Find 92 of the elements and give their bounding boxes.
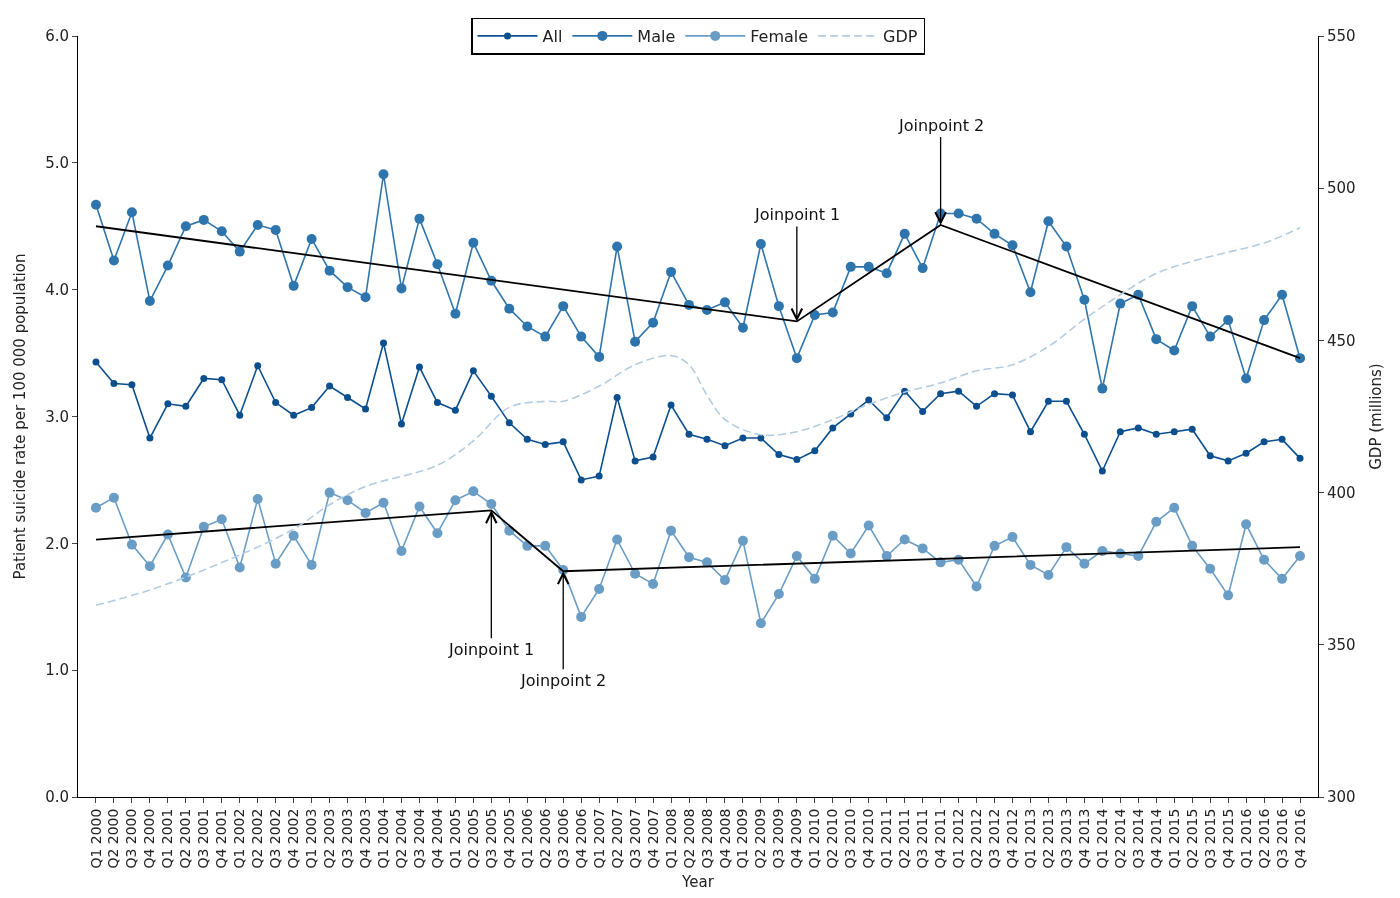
x-tick-label: Q2 2001: [177, 808, 194, 869]
x-tick-label: Q2 2003: [321, 808, 338, 869]
x-tick-label: Q1 2014: [1093, 808, 1110, 869]
x-tick-label: Q4 2001: [213, 808, 230, 869]
x-tick-label: Q3 2010: [842, 808, 859, 869]
x-tick-label: Q1 2015: [1165, 808, 1182, 869]
x-tick-label: Q2 2013: [1039, 808, 1056, 869]
y2-axis-title: GDP (millions): [1366, 363, 1385, 470]
x-tick-label: Q4 2011: [932, 808, 949, 869]
x-tick-label: Q4 2013: [1075, 808, 1092, 869]
y-tick-label: 6.0: [45, 27, 69, 46]
x-tick-label: Q4 2004: [428, 808, 445, 869]
x-tick-label: Q2 2007: [608, 808, 625, 869]
x-tick-label: Q1 2003: [303, 808, 320, 869]
x-tick-label: Q2 2006: [536, 808, 553, 869]
x-tick-label: Q2 2014: [1111, 808, 1128, 869]
y2-tick-label: 500: [1327, 179, 1356, 198]
x-tick-label: Q4 2015: [1219, 808, 1236, 869]
x-tick-label: Q2 2004: [393, 808, 410, 869]
y-tick-label: 5.0: [45, 154, 69, 173]
annotation: Joinpoint 2: [520, 671, 607, 690]
x-tick-label: Q4 2010: [860, 808, 877, 869]
x-tick-label: Q3 2011: [914, 808, 931, 869]
x-tick-label: Q1 2010: [806, 808, 823, 869]
x-tick-label: Q2 2000: [105, 808, 122, 869]
x-tick-label: Q3 2004: [411, 808, 427, 869]
y-axis-title: Patient suicide rate per 100 000 population: [11, 253, 30, 580]
legend-label: Female: [750, 27, 809, 47]
x-tick-label: Q1 2007: [590, 808, 607, 869]
legend-label: GDP: [883, 27, 918, 47]
x-tick-label: Q1 2006: [518, 808, 535, 869]
x-tick-label: Q2 2011: [896, 808, 913, 869]
x-tick-label: Q1 2013: [1022, 808, 1039, 869]
x-tick-label: Q1 2016: [1237, 808, 1254, 869]
x-tick-label: Q3 2005: [482, 808, 499, 869]
x-tick-label: Q3 2014: [1129, 808, 1146, 869]
y-tick-label: 3.0: [45, 407, 69, 426]
x-tick-label: Q4 2005: [500, 808, 517, 869]
x-tick-label: Q4 2006: [572, 808, 589, 869]
x-tick-label: Q3 2009: [770, 808, 787, 869]
x-tick-label: Q4 2008: [716, 808, 733, 869]
x-tick-label: Q1 2005: [446, 808, 463, 869]
x-tick-label: Q4 2003: [357, 808, 374, 869]
x-tick-label: Q3 2003: [339, 808, 356, 869]
y2-tick-label: 350: [1327, 636, 1356, 655]
x-tick-label: Q2 2005: [464, 808, 481, 869]
annotation: Joinpoint 1: [448, 640, 535, 659]
x-tick-label: Q2 2002: [249, 808, 266, 869]
legend-label: All: [542, 27, 563, 47]
x-tick-label: Q2 2010: [824, 808, 841, 869]
x-tick-label: Q3 2000: [123, 808, 140, 869]
x-tick-label: Q4 2014: [1147, 808, 1164, 869]
x-tick-label: Q3 2002: [267, 808, 284, 869]
x-tick-label: Q3 2008: [698, 808, 715, 869]
x-tick-label: Q3 2013: [1057, 808, 1074, 869]
annotation: Joinpoint 2: [898, 116, 985, 135]
x-tick-label: Q1 2009: [734, 808, 751, 869]
x-tick-label: Q1 2000: [87, 808, 104, 869]
x-tick-label: Q3 2016: [1273, 808, 1290, 869]
x-tick-label: Q3 2015: [1201, 808, 1218, 869]
y-tick-label: 1.0: [45, 661, 69, 680]
x-tick-label: Q4 2012: [1004, 808, 1021, 869]
x-tick-label: Q1 2011: [878, 808, 895, 869]
x-tick-label: Q1 2001: [159, 808, 176, 869]
x-tick-label: Q3 2012: [986, 808, 1003, 869]
x-tick-label: Q2 2012: [968, 808, 985, 869]
x-tick-label: Q1 2002: [231, 808, 248, 869]
y2-tick-label: 300: [1327, 788, 1356, 807]
x-tick-label: Q1 2004: [375, 808, 392, 869]
y-tick-label: 0.0: [45, 788, 69, 807]
x-tick-label: Q1 2008: [662, 808, 679, 869]
x-tick-label: Q3 2006: [554, 808, 571, 869]
legend-label: Male: [637, 27, 676, 47]
x-tick-label: Q2 2008: [680, 808, 697, 869]
x-axis-title: Year: [681, 872, 715, 891]
y2-tick-label: 450: [1327, 331, 1356, 350]
x-tick-label: Q4 2009: [788, 808, 805, 869]
y2-tick-label: 400: [1327, 483, 1356, 502]
x-tick-label: Q4 2007: [644, 808, 661, 869]
y2-tick-label: 550: [1327, 27, 1356, 46]
x-tick-label: Q2 2015: [1183, 808, 1200, 869]
x-tick-label: Q1 2012: [950, 808, 967, 869]
y-tick-label: 2.0: [45, 534, 69, 553]
x-tick-label: Q4 2000: [141, 808, 158, 869]
x-tick-label: Q3 2001: [195, 808, 212, 869]
x-tick-label: Q4 2016: [1291, 808, 1308, 869]
y-tick-label: 4.0: [45, 280, 69, 299]
x-tick-label: Q4 2002: [285, 808, 302, 869]
x-tick-label: Q2 2009: [752, 808, 769, 869]
x-tick-label: Q3 2007: [626, 808, 643, 869]
annotation: Joinpoint 1: [754, 205, 841, 224]
x-tick-label: Q2 2016: [1255, 808, 1272, 869]
